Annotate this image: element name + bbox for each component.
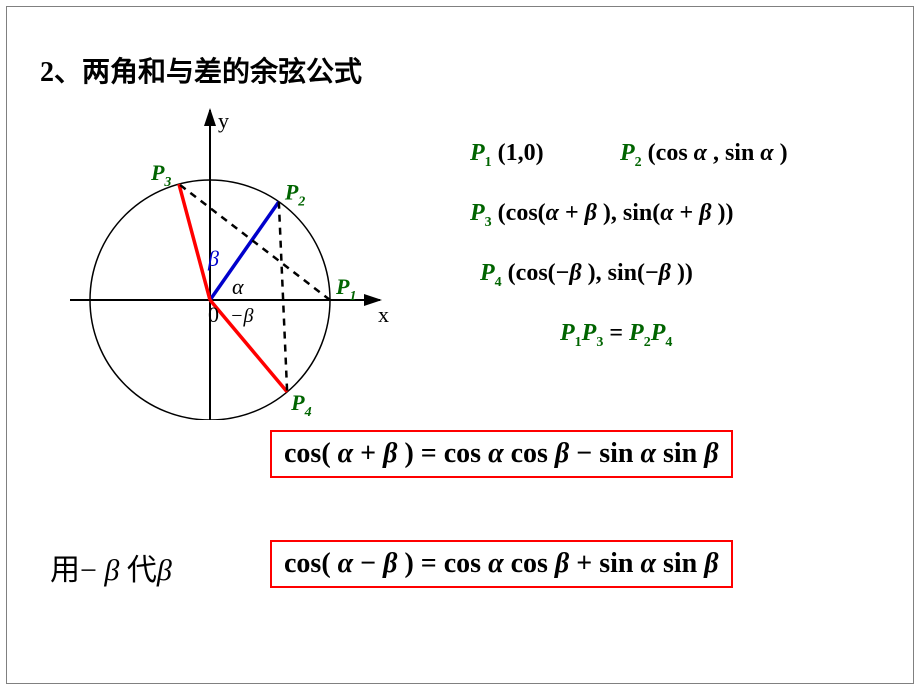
expr-P3: P3 (cos(α + β ), sin(α + β ))	[470, 200, 734, 231]
svg-text:y: y	[218, 108, 229, 133]
formula-diff: cos( α − β ) = cos α cos β + sin α sin β	[270, 540, 733, 588]
expr-P1: P1 (1,0)	[470, 140, 544, 171]
expr-P4: P4 (cos(−β ), sin(−β ))	[480, 260, 693, 291]
svg-text:P3: P3	[150, 160, 171, 190]
svg-text:−β: −β	[230, 305, 253, 327]
unit-circle-diagram: xy0αβ−βP1P2P3P4	[40, 100, 400, 420]
svg-text:α: α	[232, 274, 244, 299]
slide-title: 2、两角和与差的余弦公式	[40, 50, 362, 90]
formula-sum: cos( α + β ) = cos α cos β − sin α sin β	[270, 430, 733, 478]
svg-text:β: β	[207, 246, 219, 271]
expr-P2: P2 (cos α , sin α )	[620, 140, 788, 171]
svg-text:P4: P4	[290, 390, 311, 420]
expr-equality: P1P3 = P2P4	[560, 320, 672, 351]
diagram-svg: xy0αβ−βP1P2P3P4	[40, 100, 400, 420]
svg-text:0: 0	[208, 302, 219, 327]
svg-text:x: x	[378, 302, 389, 327]
substitution-text: 用− β 代β	[50, 545, 172, 589]
svg-text:P2: P2	[284, 180, 305, 210]
